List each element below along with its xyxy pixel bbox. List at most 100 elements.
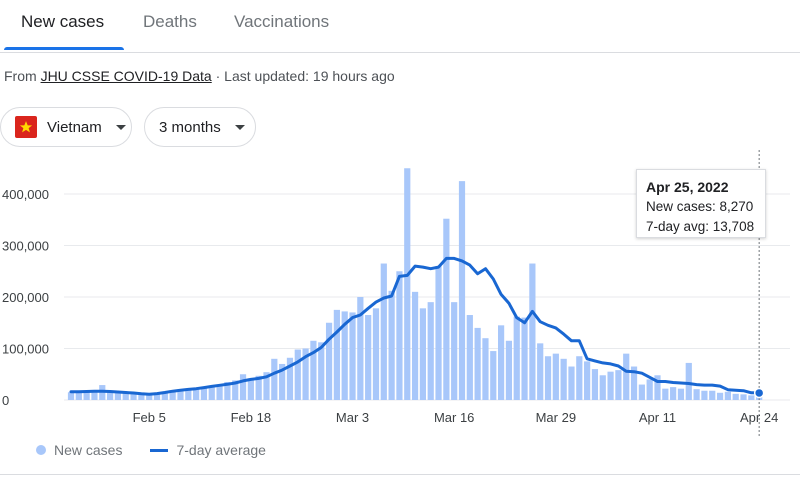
case-bar: [544, 356, 552, 400]
case-bar: [75, 392, 82, 400]
case-bar: [685, 362, 692, 400]
case-bar: [396, 271, 403, 400]
chevron-down-icon: [234, 124, 245, 130]
tab-vaccinations[interactable]: Vaccinations: [234, 12, 330, 31]
case-bar: [294, 349, 301, 400]
x-tick-label: Apr 11: [639, 410, 676, 425]
tooltip-new-cases: New cases: 8,270: [646, 199, 754, 214]
tab-deaths[interactable]: Deaths: [143, 12, 197, 31]
y-tick-label: 300,000: [2, 239, 49, 254]
tab-bar: New cases Deaths Vaccinations: [0, 0, 800, 53]
case-bar: [419, 308, 426, 400]
legend-bars-label: New cases: [54, 442, 123, 458]
country-label: Vietnam: [47, 118, 102, 136]
case-bar: [568, 366, 575, 400]
case-bar: [263, 372, 270, 400]
case-bar: [716, 392, 724, 400]
case-bar: [443, 218, 450, 400]
case-bar: [388, 290, 395, 400]
divider: [0, 474, 800, 475]
time-range-selector[interactable]: 3 months: [144, 107, 256, 147]
legend-line-swatch: [150, 448, 169, 452]
case-bar: [646, 379, 653, 400]
case-bar: [607, 371, 614, 400]
case-bar: [271, 358, 278, 400]
case-bar: [670, 387, 677, 400]
case-bar: [333, 309, 340, 400]
case-bar: [67, 392, 75, 400]
case-bar: [709, 390, 716, 400]
case-bar: [138, 393, 145, 400]
case-bar: [365, 315, 372, 400]
case-bar: [638, 384, 645, 400]
case-bar: [662, 388, 669, 400]
case-bar: [576, 356, 583, 400]
case-bar: [122, 392, 129, 400]
x-tick-label: Feb 5: [133, 410, 166, 425]
case-bar: [177, 389, 184, 400]
y-tick-label: 0: [2, 393, 9, 408]
case-bar: [91, 392, 98, 400]
y-tick-label: 200,000: [2, 290, 49, 305]
case-bar: [427, 302, 434, 400]
case-bar: [279, 363, 286, 400]
case-bar: [435, 266, 442, 400]
case-bar: [404, 168, 411, 400]
hover-dot: [753, 387, 765, 399]
cases-chart[interactable]: 0 100,000 200,000 300,000 400,000 Feb 5 Feb 18…: [0, 150, 800, 440]
case-bar: [216, 384, 223, 400]
case-bar: [490, 351, 497, 400]
case-bar: [584, 361, 591, 400]
case-bar: [521, 317, 528, 400]
case-bar: [357, 297, 364, 400]
case-bar: [310, 340, 317, 400]
case-bar: [458, 181, 466, 400]
y-tick-label: 100,000: [2, 342, 49, 357]
source-link[interactable]: JHU CSSE COVID-19 Data: [40, 68, 212, 84]
case-bar: [325, 322, 333, 400]
x-tick-label: Feb 18: [231, 410, 271, 425]
case-bar: [693, 389, 700, 400]
case-bar: [161, 392, 168, 400]
legend-bar-swatch: [36, 445, 46, 455]
case-bar: [302, 348, 309, 400]
case-bar: [615, 370, 622, 400]
case-bar: [318, 342, 325, 400]
case-bar: [372, 308, 380, 400]
chevron-down-icon: [115, 124, 126, 130]
x-tick-label: Mar 16: [434, 410, 474, 425]
x-tick-label: Apr 24: [740, 410, 778, 425]
case-bar: [732, 393, 739, 400]
tooltip-avg: 7-day avg: 13,708: [646, 219, 755, 234]
case-bar: [153, 394, 161, 400]
range-label: 3 months: [159, 118, 221, 136]
case-bar: [130, 393, 137, 400]
x-tick-label: Mar 29: [536, 410, 576, 425]
case-bar: [552, 353, 559, 400]
case-bar: [114, 392, 122, 400]
case-bar: [83, 391, 90, 400]
tab-new-cases[interactable]: New cases: [21, 12, 105, 31]
y-tick-label: 400,000: [2, 187, 49, 202]
case-bar: [482, 338, 489, 400]
case-bar: [623, 353, 630, 400]
chart-tooltip: Apr 25, 2022 New cases: 8,270 7-day avg:…: [636, 169, 766, 238]
active-tab-indicator: [4, 47, 124, 50]
case-bar: [537, 343, 544, 400]
case-bar: [232, 380, 239, 400]
chart-legend: New cases 7-day average: [36, 442, 266, 458]
source-line: From JHU CSSE COVID-19 Data · Last updat…: [4, 68, 395, 84]
case-bar: [146, 395, 153, 400]
country-selector[interactable]: Vietnam: [0, 107, 132, 147]
case-bar: [513, 316, 520, 400]
case-bar: [498, 325, 505, 400]
legend-line-label: 7-day average: [176, 442, 266, 458]
case-bar: [341, 311, 348, 400]
case-bar: [560, 358, 567, 400]
case-bar: [591, 369, 599, 400]
last-updated: · Last updated: 19 hours ago: [211, 68, 395, 84]
case-bar: [701, 390, 708, 400]
case-bar: [286, 357, 294, 400]
case-bar: [349, 312, 356, 400]
case-bar: [255, 375, 262, 400]
